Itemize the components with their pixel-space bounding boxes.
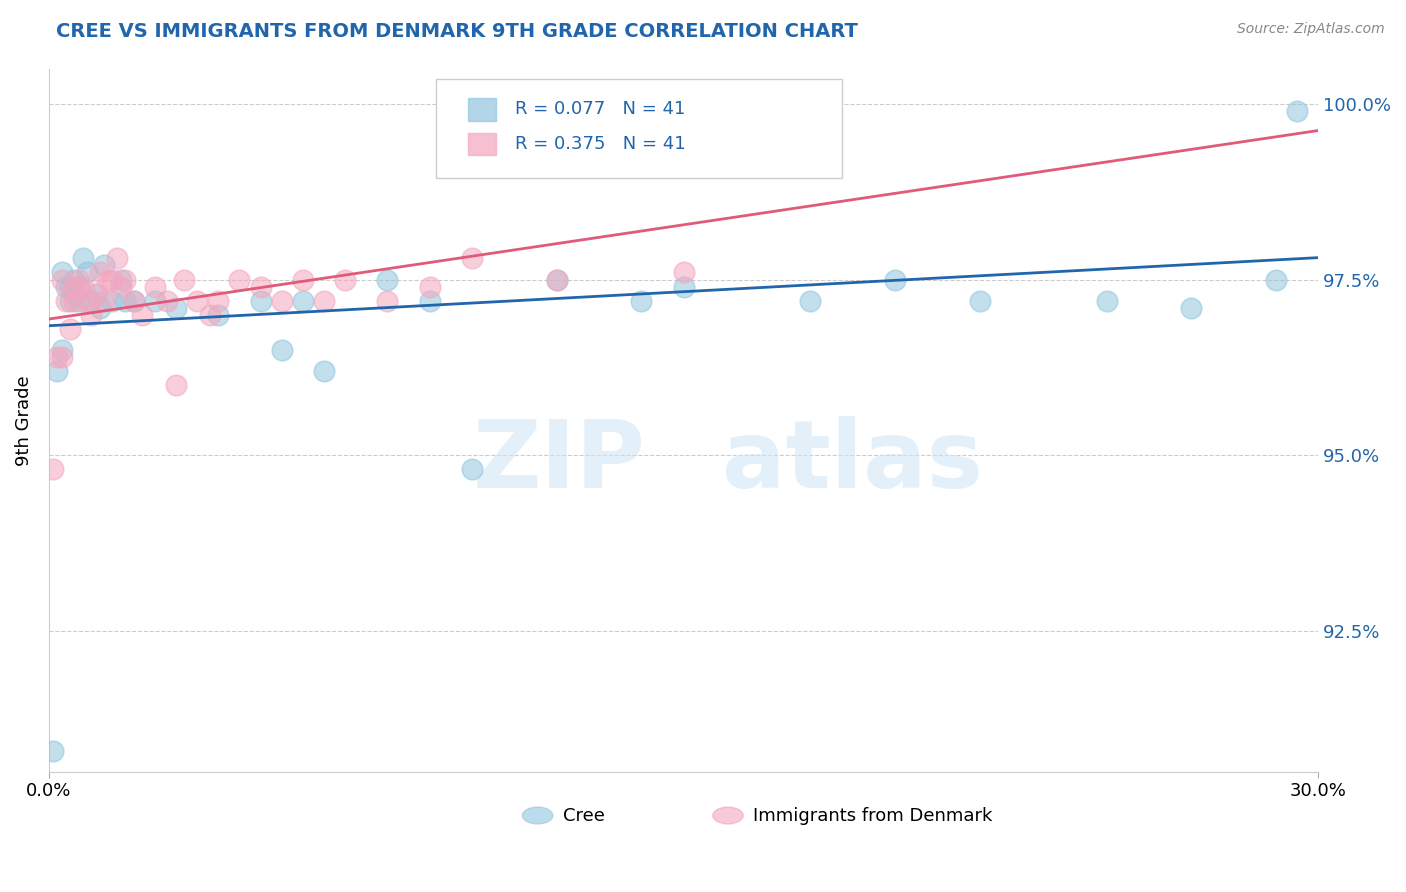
FancyBboxPatch shape <box>436 79 842 178</box>
Circle shape <box>523 807 553 824</box>
Point <box>186 293 208 308</box>
Point <box>80 293 103 308</box>
Text: ZIP: ZIP <box>472 417 645 508</box>
Point <box>461 252 484 266</box>
Text: Cree: Cree <box>562 806 605 824</box>
Point <box>59 279 82 293</box>
Point <box>672 279 695 293</box>
Point <box>63 293 86 308</box>
Point <box>63 286 86 301</box>
Point <box>105 252 128 266</box>
Point <box>249 293 271 308</box>
Point <box>72 279 94 293</box>
Point <box>1180 301 1202 315</box>
Point <box>228 272 250 286</box>
Text: CREE VS IMMIGRANTS FROM DENMARK 9TH GRADE CORRELATION CHART: CREE VS IMMIGRANTS FROM DENMARK 9TH GRAD… <box>56 22 858 41</box>
Point <box>80 308 103 322</box>
Point <box>377 293 399 308</box>
Point <box>799 293 821 308</box>
Point <box>312 364 335 378</box>
Circle shape <box>713 807 744 824</box>
Point <box>46 350 69 364</box>
Point <box>72 252 94 266</box>
Point <box>114 272 136 286</box>
Text: R = 0.375   N = 41: R = 0.375 N = 41 <box>515 135 685 153</box>
Point <box>546 272 568 286</box>
Point <box>969 293 991 308</box>
Point <box>672 265 695 279</box>
Point <box>67 293 90 308</box>
Point <box>249 279 271 293</box>
Text: Source: ZipAtlas.com: Source: ZipAtlas.com <box>1237 22 1385 37</box>
Point <box>1264 272 1286 286</box>
Point <box>59 293 82 308</box>
Point <box>76 265 98 279</box>
Point <box>93 259 115 273</box>
Point <box>270 293 292 308</box>
Point <box>93 293 115 308</box>
Point <box>97 272 120 286</box>
Text: atlas: atlas <box>721 417 983 508</box>
Point <box>156 293 179 308</box>
Point <box>51 343 73 357</box>
Point <box>122 293 145 308</box>
Point <box>1285 103 1308 118</box>
Point <box>51 350 73 364</box>
Point <box>46 364 69 378</box>
Point <box>110 272 132 286</box>
Point <box>55 279 77 293</box>
Point <box>291 272 314 286</box>
Point <box>173 272 195 286</box>
Point <box>333 272 356 286</box>
Y-axis label: 9th Grade: 9th Grade <box>15 375 32 466</box>
Point <box>884 272 907 286</box>
Point <box>89 265 111 279</box>
Point <box>799 103 821 118</box>
Point <box>312 293 335 308</box>
Text: Immigrants from Denmark: Immigrants from Denmark <box>754 806 993 824</box>
Point <box>51 265 73 279</box>
Point <box>42 462 65 476</box>
Point <box>270 343 292 357</box>
Point <box>42 744 65 758</box>
Point <box>110 279 132 293</box>
Point <box>419 279 441 293</box>
Point <box>207 293 229 308</box>
Point <box>101 272 124 286</box>
Point <box>131 308 153 322</box>
Point <box>84 286 107 301</box>
FancyBboxPatch shape <box>468 98 496 120</box>
Point <box>101 293 124 308</box>
Point <box>165 301 187 315</box>
Point <box>76 293 98 308</box>
Point <box>59 322 82 336</box>
Point <box>63 279 86 293</box>
Point <box>546 272 568 286</box>
Point <box>198 308 221 322</box>
Point <box>122 293 145 308</box>
Point <box>55 293 77 308</box>
Point <box>114 293 136 308</box>
FancyBboxPatch shape <box>468 133 496 155</box>
Point <box>419 293 441 308</box>
Point <box>51 272 73 286</box>
Point <box>291 293 314 308</box>
Point <box>63 272 86 286</box>
Point <box>84 286 107 301</box>
Point <box>143 279 166 293</box>
Point <box>461 462 484 476</box>
Point <box>143 293 166 308</box>
Point <box>89 301 111 315</box>
Text: R = 0.077   N = 41: R = 0.077 N = 41 <box>515 100 685 119</box>
Point <box>165 378 187 392</box>
Point <box>1095 293 1118 308</box>
Point <box>67 279 90 293</box>
Point <box>67 272 90 286</box>
Point <box>377 272 399 286</box>
Point <box>207 308 229 322</box>
Point <box>630 293 652 308</box>
